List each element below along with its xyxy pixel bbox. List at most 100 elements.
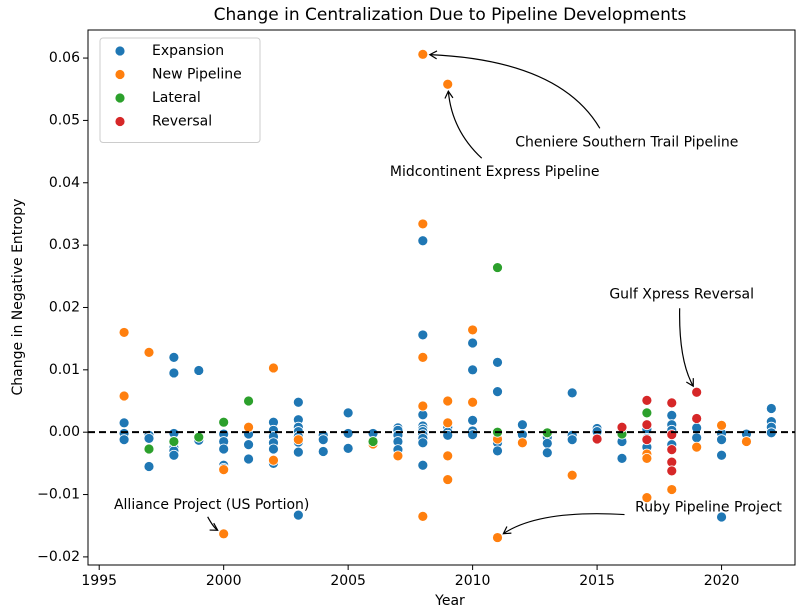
point xyxy=(243,439,254,451)
point xyxy=(143,346,155,358)
point xyxy=(193,431,205,443)
point xyxy=(716,449,727,461)
point xyxy=(566,434,578,446)
x-axis-label: Year xyxy=(434,593,465,609)
point xyxy=(541,447,553,459)
point xyxy=(591,433,603,445)
point xyxy=(666,429,678,441)
annotation-text: Gulf Xpress Reversal xyxy=(609,286,754,302)
point xyxy=(218,416,230,428)
point xyxy=(342,428,354,439)
point xyxy=(666,409,678,421)
legend-marker xyxy=(114,69,126,80)
x-tick-label: 1995 xyxy=(81,573,117,589)
x-tick-label: 2020 xyxy=(704,573,740,589)
point xyxy=(118,390,130,402)
point xyxy=(666,397,678,409)
point xyxy=(666,444,678,456)
point xyxy=(442,78,454,90)
x-tick-label: 2000 xyxy=(206,573,242,589)
point xyxy=(417,351,429,363)
annotation-text: Ruby Pipeline Project xyxy=(635,500,782,516)
point xyxy=(218,464,230,475)
point xyxy=(616,421,628,433)
legend-marker xyxy=(114,116,126,127)
point xyxy=(616,452,628,464)
y-tick-label: 0.06 xyxy=(49,50,80,66)
y-tick-label: −0.02 xyxy=(37,549,80,565)
point xyxy=(417,400,429,412)
point xyxy=(442,474,454,485)
point xyxy=(168,449,180,461)
point xyxy=(442,395,454,407)
point xyxy=(566,469,578,481)
point xyxy=(492,356,503,368)
y-tick-label: −0.01 xyxy=(37,487,80,503)
point xyxy=(691,386,703,398)
legend-label: Expansion xyxy=(152,43,224,59)
y-tick-label: 0.03 xyxy=(49,237,80,253)
annotation-text: Alliance Project (US Portion) xyxy=(114,497,309,513)
point xyxy=(143,433,155,444)
annotation-text: Cheniere Southern Trail Pipeline xyxy=(515,134,738,150)
point xyxy=(417,218,429,230)
y-tick-label: 0.01 xyxy=(49,362,80,378)
point xyxy=(317,434,329,446)
legend-marker xyxy=(114,45,126,57)
legend: Expansion New Pipeline Lateral Reversal xyxy=(99,37,261,143)
legend-label: Reversal xyxy=(152,114,212,130)
point xyxy=(118,417,130,429)
point xyxy=(218,443,230,455)
legend-label: Lateral xyxy=(152,90,201,106)
point xyxy=(641,419,653,431)
point xyxy=(118,327,130,338)
point xyxy=(641,394,653,406)
y-tick-label: 0.02 xyxy=(49,299,80,315)
point xyxy=(417,48,429,60)
point xyxy=(317,446,329,457)
point xyxy=(417,459,429,471)
point xyxy=(716,419,727,431)
point xyxy=(641,492,653,504)
point xyxy=(417,235,429,247)
point xyxy=(492,445,503,457)
point xyxy=(492,386,503,398)
point xyxy=(716,511,727,523)
point xyxy=(492,262,503,273)
annotation-arrow xyxy=(444,90,483,159)
point xyxy=(292,396,304,408)
point xyxy=(467,324,479,336)
point xyxy=(168,351,180,363)
point xyxy=(417,510,429,522)
x-tick-label: 2005 xyxy=(330,573,366,589)
point xyxy=(392,450,404,462)
point xyxy=(118,434,130,446)
point xyxy=(691,432,703,444)
y-tick-label: 0.04 xyxy=(49,175,80,191)
point xyxy=(193,365,205,376)
point xyxy=(442,450,454,462)
x-tick-label: 2010 xyxy=(455,573,491,589)
point xyxy=(292,434,304,446)
annotation-arrow xyxy=(428,50,601,129)
point xyxy=(566,387,578,399)
point xyxy=(143,443,155,455)
point xyxy=(243,395,254,407)
point xyxy=(218,528,230,540)
legend-frame xyxy=(99,37,261,143)
point xyxy=(442,417,454,429)
point xyxy=(467,429,479,441)
point xyxy=(467,337,479,349)
x-tick-label: 2015 xyxy=(579,573,615,589)
point xyxy=(243,453,254,465)
legend-label: New Pipeline xyxy=(152,67,242,83)
point xyxy=(292,446,304,458)
point xyxy=(342,407,354,419)
point xyxy=(641,434,653,446)
annotation-text: Midcontinent Express Pipeline xyxy=(390,164,600,180)
point xyxy=(417,329,429,341)
point xyxy=(467,364,479,376)
point xyxy=(691,441,703,453)
point xyxy=(641,407,653,419)
